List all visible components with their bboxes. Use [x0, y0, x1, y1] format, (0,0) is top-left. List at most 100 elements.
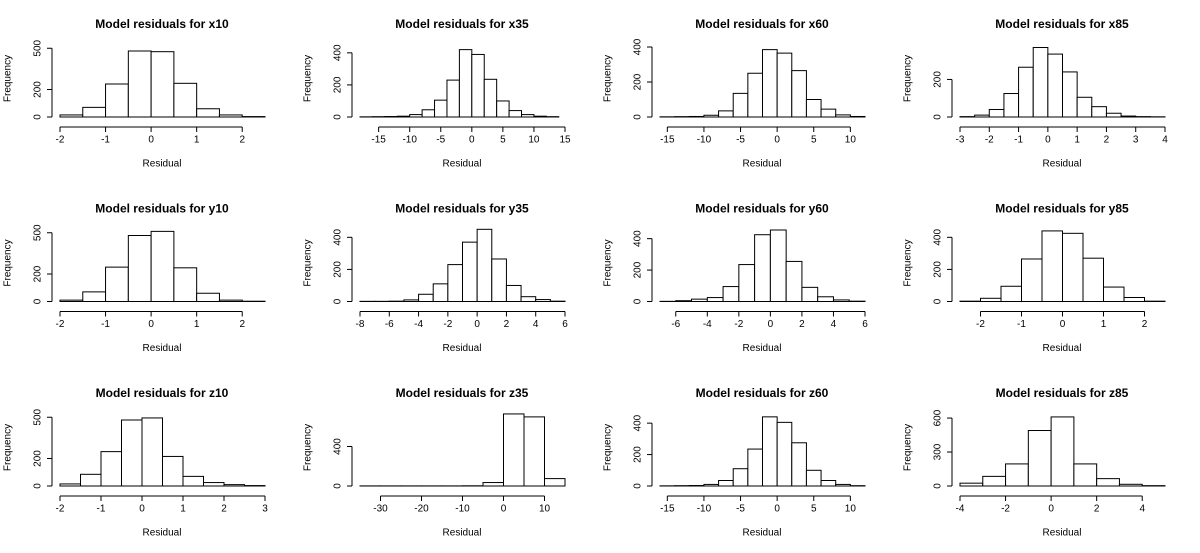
bar	[535, 299, 551, 303]
x-tick-label: 10	[845, 135, 857, 146]
bar	[182, 475, 204, 487]
bar	[1047, 53, 1064, 118]
bar	[820, 108, 837, 118]
bar	[508, 110, 523, 118]
bar	[732, 468, 749, 487]
bar	[446, 79, 460, 118]
bar	[105, 83, 129, 118]
bar	[849, 115, 866, 118]
bar	[835, 114, 851, 118]
chart-title: Model residuals for z60	[696, 386, 829, 400]
bar	[1000, 285, 1022, 302]
x-tick-label: 1	[180, 504, 186, 515]
bar	[738, 264, 756, 303]
x-tick-label: -10	[697, 135, 712, 146]
y-axis-label: Frequency	[3, 424, 14, 471]
y-tick-label: 200	[333, 76, 344, 93]
bar	[1082, 257, 1104, 302]
bar	[754, 234, 771, 302]
y-tick-label: 400	[633, 38, 644, 55]
x-axis-label: Residual	[743, 159, 782, 170]
x-tick-label: -2	[1001, 504, 1010, 515]
x-axis-label: Residual	[143, 159, 182, 170]
x-tick-label: -2	[985, 135, 994, 146]
x-tick-label: -15	[660, 135, 675, 146]
y-tick-label: 0	[933, 114, 944, 120]
bar	[59, 483, 81, 487]
x-tick-label: -1	[101, 135, 110, 146]
bar	[805, 469, 822, 487]
y-tick-label: 0	[33, 114, 44, 120]
x-tick-label: 0	[501, 504, 507, 515]
y-tick-label: 300	[933, 443, 944, 460]
bar	[218, 299, 243, 302]
y-tick-label: 200	[633, 73, 644, 90]
bar	[791, 442, 807, 487]
x-axis-label: Residual	[743, 528, 782, 539]
bar	[805, 99, 822, 118]
chart-title: Model residuals for y60	[695, 202, 829, 216]
bar	[762, 49, 778, 118]
x-tick-label: -1	[101, 319, 110, 330]
y-tick-label: 600	[933, 409, 944, 426]
bar	[1005, 463, 1029, 487]
bar	[1118, 483, 1143, 487]
bar	[1027, 430, 1052, 487]
bar	[706, 297, 724, 303]
bar	[747, 72, 763, 118]
histogram-panel: Model residuals for x10 Residual Frequency…	[3, 17, 266, 170]
y-tick-label: 0	[333, 114, 344, 120]
bar	[718, 110, 734, 118]
x-tick-label: 0	[768, 319, 774, 330]
y-tick-label: 0	[33, 298, 44, 304]
bar	[974, 114, 990, 118]
bar	[703, 114, 720, 118]
bar	[418, 293, 434, 302]
x-tick-label: -6	[671, 319, 680, 330]
bar	[982, 475, 1007, 487]
y-tick-label: 0	[333, 298, 344, 304]
bar	[496, 100, 510, 118]
bar	[100, 451, 122, 487]
y-tick-label: 500	[33, 408, 44, 425]
x-tick-label: 5	[811, 504, 817, 515]
bar	[520, 296, 537, 302]
bar	[173, 82, 198, 118]
bar	[820, 480, 837, 487]
bar	[1091, 106, 1107, 118]
x-tick-label: 4	[831, 319, 837, 330]
bar	[732, 92, 749, 118]
y-tick-label: 400	[633, 230, 644, 247]
x-tick-label: 3	[262, 504, 268, 515]
y-tick-label: 0	[633, 483, 644, 489]
x-tick-label: 0	[139, 504, 145, 515]
x-tick-label: 2	[239, 135, 245, 146]
bar	[432, 283, 449, 302]
x-tick-label: -3	[956, 135, 965, 146]
x-tick-label: 4	[533, 319, 539, 330]
bar	[1018, 66, 1034, 118]
x-tick-label: -1	[1017, 319, 1026, 330]
bar	[801, 286, 819, 303]
x-tick-label: 6	[562, 319, 568, 330]
y-tick-label: 0	[633, 298, 644, 304]
chart-title: Model residuals for x35	[395, 17, 529, 31]
bar	[203, 482, 225, 487]
y-tick-label: 200	[933, 71, 944, 88]
histogram-panel: Model residuals for x85 Residual Frequency…	[903, 17, 1169, 169]
bar	[59, 299, 84, 302]
x-tick-label: 2	[504, 319, 510, 330]
x-axis-label: Residual	[443, 343, 482, 354]
bar	[482, 482, 504, 487]
histogram-panel: Model residuals for z60 Residual Frequency…	[603, 386, 866, 539]
y-tick-label: 200	[333, 261, 344, 278]
bar	[959, 482, 984, 487]
x-axis-label: Residual	[443, 528, 482, 539]
x-tick-label: -5	[436, 135, 445, 146]
bar	[471, 53, 485, 118]
chart-title: Model residuals for x60	[695, 17, 829, 31]
y-tick-label: 0	[933, 298, 944, 304]
x-tick-label: 3	[1133, 135, 1139, 146]
bar	[1073, 463, 1098, 487]
chart-title: Model residuals for z35	[396, 386, 529, 400]
